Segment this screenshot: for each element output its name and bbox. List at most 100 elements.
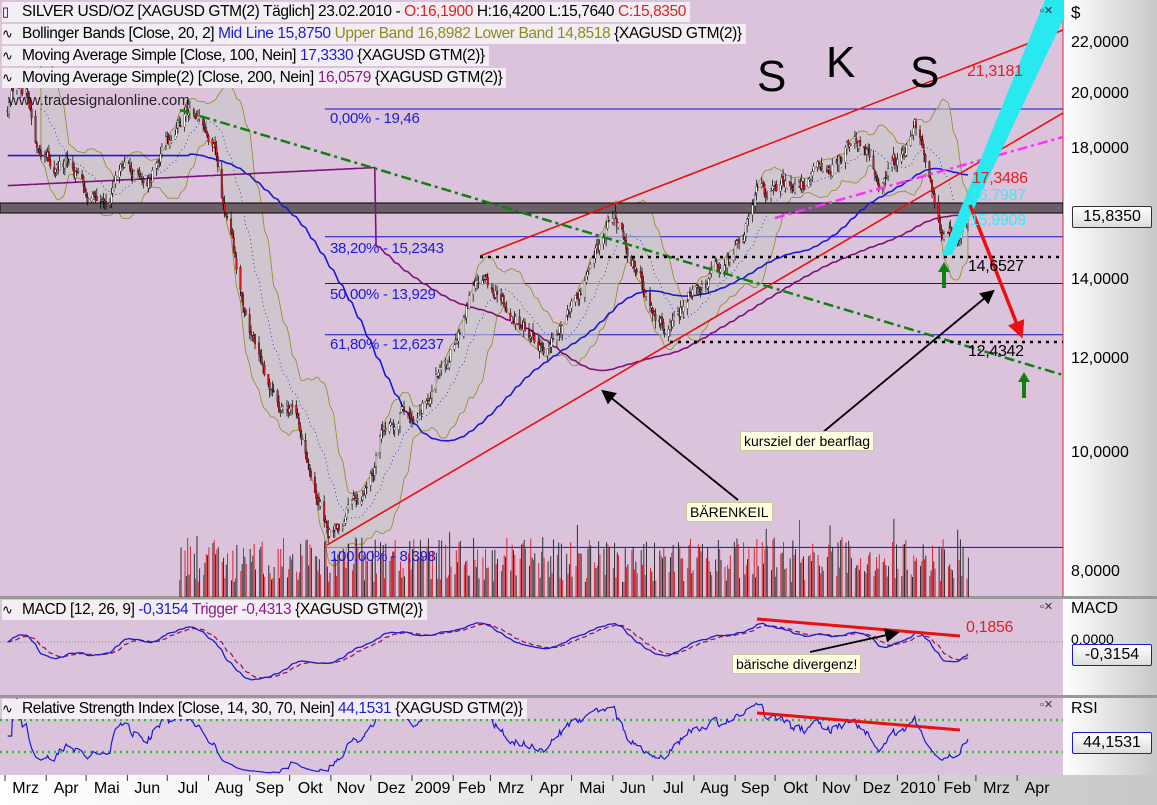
ma200-label: Moving Average Simple(2) [Close, 200, Ne… [22,69,314,86]
volume-bar [646,541,647,597]
volume-bar [309,544,311,597]
candle-body [486,276,489,286]
candle-body [635,269,638,273]
month-label: Nov [336,780,366,797]
candle-body [438,367,441,374]
volume-bar [356,538,358,597]
indicator-wave-icon: ∿ [2,701,13,716]
macd-window-buttons[interactable]: ▫✕ [1040,601,1054,613]
month-label: Mrz [983,780,1010,797]
volume-bar [729,555,731,597]
candle-body [633,260,636,269]
volume-bar [353,563,355,597]
candle-body [667,329,670,337]
panel-window-buttons[interactable]: ▫✕ [1040,5,1054,17]
volume-bar [785,568,787,597]
candle-body [99,201,102,203]
candle-body [230,218,233,234]
time-axis[interactable] [0,775,1157,805]
indicator-wave-icon: ∿ [2,48,13,63]
candle-body [271,388,274,391]
level-label: 12,4342 [968,343,1024,360]
panel-splitter[interactable] [0,596,1157,599]
volume-bar [467,575,469,597]
volume-bar [466,560,468,597]
volume-bar [708,560,710,597]
volume-bar [199,568,201,597]
volume-bar [217,547,219,597]
candle-body [848,144,851,147]
volume-bar [519,558,521,597]
ma200-legend[interactable]: ∿ Moving Average Simple(2) [Close, 200, N… [2,68,507,88]
volume-bar [422,557,424,597]
rsi-window-buttons[interactable]: ▫✕ [1040,699,1054,711]
volume-bar [576,525,578,597]
macd-trigger: Trigger -0,4313 [191,601,292,618]
volume-bar [534,553,536,597]
volume-bar [877,568,879,597]
candle-body [518,316,521,329]
bollinger-legend[interactable]: ∿ Bollinger Bands [Close, 20, 2] Mid Line… [2,24,746,44]
shoulder-right-label: S [910,48,940,97]
volume-bar [780,553,782,597]
rsi-legend[interactable]: ∿ Relative Strength Index [Close, 14, 30,… [2,699,527,719]
volume-bar [212,542,214,597]
candle-body [429,398,432,404]
month-label: Jun [619,780,646,797]
volume-bar [821,566,823,597]
volume-bar [865,573,867,597]
candle-body [909,136,912,146]
volume-bar [822,570,824,597]
ma100-legend[interactable]: ∿ Moving Average Simple [Close, 100, Nein… [2,46,489,66]
candle-body [216,156,219,168]
volume-bar [801,558,803,597]
candle-body [837,155,840,166]
volume-bar [580,553,582,597]
volume-bar [334,558,336,597]
volume-bar [469,575,471,597]
volume-bar [735,547,737,597]
candle-body [8,102,10,115]
candle-body [304,440,307,454]
fib-label: 38,20% - 15,2343 [330,240,444,257]
volume-bar [828,544,830,597]
fib-label: 100,00% - 8,398 [330,548,436,565]
candle-body [919,129,921,138]
candle-body [645,292,648,297]
volume-bar [771,570,772,597]
panel-splitter[interactable] [0,695,1157,698]
volume-bar [491,550,493,597]
volume-bar [547,561,549,597]
volume-bar [705,558,707,597]
candle-body [26,90,29,95]
candle-body [127,162,130,164]
volume-bar [707,547,709,597]
candle-body [159,153,162,163]
candle-body [373,467,376,476]
candle-body [707,278,710,287]
candle-body [598,244,601,251]
candle-body [347,504,350,510]
volume-bar [781,552,783,597]
volume-bar [575,566,577,597]
candle-body [239,267,242,290]
candle-body [206,131,209,137]
volume-bar [298,572,300,597]
volume-bar [793,554,795,597]
volume-bar [850,557,852,597]
month-label: Jun [134,780,161,797]
volume-bar [381,553,383,597]
volume-bar [634,569,635,597]
low-value: L:15,7640 [548,3,615,20]
symbol-legend[interactable]: ▯ SILVER USD/OZ [XAGUSD GTM(2) Täglich] 2… [2,2,690,22]
candle-body [868,148,871,158]
candle-body [142,178,145,184]
volume-bar [720,559,722,597]
volume-bar [357,547,359,597]
green-up-arrow-icon [1018,372,1030,398]
candle-body [579,293,582,296]
volume-bar [530,538,532,597]
macd-legend[interactable]: ∿ MACD [12, 26, 9] -0,3154 Trigger -0,431… [2,600,427,620]
symbol-title: SILVER USD/OZ [XAGUSD GTM(2) Täglich] 23… [22,3,405,20]
volume-bar [450,566,452,597]
